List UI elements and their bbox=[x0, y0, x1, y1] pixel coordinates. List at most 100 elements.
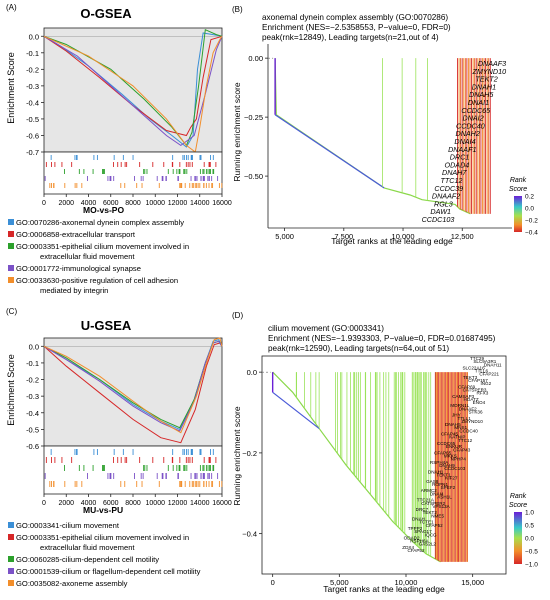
legend-tick-label: 1.0 bbox=[525, 510, 534, 517]
legend-label: GO:0070286-axonemal dynein complex assem… bbox=[16, 218, 184, 227]
gene-label: CAMSAP3 bbox=[452, 394, 474, 399]
gene-label: ZMYND10 bbox=[461, 419, 483, 424]
gene-label: CFAP221 bbox=[479, 372, 499, 377]
running-score-line bbox=[272, 371, 441, 563]
subtitle-line-1: axonemal dynein complex assembly (GO:007… bbox=[262, 13, 448, 22]
y-tick-label: 0.0 bbox=[247, 368, 257, 377]
gene-label: MKKS bbox=[444, 454, 457, 459]
x-tick-label: 14000 bbox=[190, 500, 210, 507]
x-tick-label: 4000 bbox=[81, 200, 97, 207]
y-tick-label: −0.25 bbox=[244, 113, 263, 122]
y-tick-label: -0.2 bbox=[26, 65, 39, 74]
gene-label: TTC21A bbox=[417, 498, 435, 503]
x-tick-label: 5,000 bbox=[330, 578, 349, 587]
gene-label: TEKT2 bbox=[423, 510, 438, 515]
x-tick-label: 8000 bbox=[125, 500, 141, 507]
gene-label: KIF27 bbox=[445, 476, 458, 481]
legend-swatch bbox=[8, 580, 14, 586]
legend-tick-label: −1.0 bbox=[525, 562, 538, 569]
running-score-line bbox=[274, 114, 385, 189]
gene-label: TTC12 bbox=[458, 438, 472, 443]
x-tick-label: 12000 bbox=[168, 200, 188, 207]
gene-label: CCDC40 bbox=[459, 428, 478, 433]
legend-swatch bbox=[8, 231, 14, 237]
gene-label: CCDC39 bbox=[434, 184, 463, 193]
gene-label: CFAP52 bbox=[407, 548, 425, 553]
y-tick-label: -0.6 bbox=[26, 131, 39, 140]
gene-label: ODAD2 bbox=[404, 535, 420, 540]
subtitle-line-1: cilium movement (GO:0003341) bbox=[268, 324, 384, 333]
subtitle-line-2: Enrichment (NES=−2.5358553, P−value=0, F… bbox=[262, 23, 451, 32]
series-line-4 bbox=[43, 340, 223, 432]
legend-tick-label: 0.5 bbox=[525, 523, 534, 530]
panel-b: (B) axonemal dynein complex assembly (GO… bbox=[232, 5, 538, 246]
legend-swatch bbox=[8, 277, 14, 283]
panel-label-c: (C) bbox=[6, 307, 17, 316]
gene-label: HOATZ bbox=[463, 397, 478, 402]
legend-swatch bbox=[8, 522, 14, 528]
gene-label: TCTE1 bbox=[419, 520, 434, 525]
legend-swatch bbox=[8, 534, 14, 540]
series-line-5 bbox=[43, 337, 223, 434]
y-tick-label: −0.2 bbox=[242, 449, 257, 458]
gene-label: TTLL6 bbox=[475, 369, 489, 374]
legend-label: mediated by integrin bbox=[40, 286, 108, 295]
subtitle-line-3: peak(rnk=12849), Leading targets(n=21,ou… bbox=[262, 33, 439, 42]
x-tick-label: 6000 bbox=[103, 200, 119, 207]
x-tick-label: 16000 bbox=[212, 500, 232, 507]
gene-label: SLC9A3R1 bbox=[473, 359, 496, 364]
gene-label: DNAI1 bbox=[468, 98, 489, 107]
legend-tick-label: 0.0 bbox=[525, 206, 534, 213]
y-tick-label: -0.1 bbox=[26, 49, 39, 58]
gene-label: JHY bbox=[452, 413, 461, 418]
legend-swatch bbox=[8, 556, 14, 562]
legend-swatch bbox=[8, 243, 14, 249]
series-line-2 bbox=[43, 35, 223, 137]
y-axis-label: Running enrichment score bbox=[232, 82, 242, 181]
gene-label: MORN1L bbox=[450, 403, 470, 408]
gene-label: CFAP43 bbox=[453, 447, 471, 452]
x-axis-label: Target ranks at the leading edge bbox=[323, 584, 445, 594]
legend-title: Score bbox=[509, 502, 527, 509]
gene-label: TPPP2 bbox=[408, 526, 423, 531]
gene-label: DNAH bbox=[412, 517, 425, 522]
y-tick-label: -0.6 bbox=[26, 442, 39, 451]
x-tick-label: 2000 bbox=[58, 200, 74, 207]
legend-tick-label: −0.2 bbox=[525, 218, 538, 225]
legend-tick-label: −0.4 bbox=[525, 230, 538, 237]
gene-label: CCDC103 bbox=[444, 466, 465, 471]
legend-title: Rank bbox=[510, 493, 527, 500]
subtitle-line-3: peak(rnk=12590), Leading targets(n=64,ou… bbox=[268, 344, 449, 353]
gene-label: DNAI2 bbox=[463, 114, 484, 123]
panel-c: (C) U-GSEA Enrichment Score 0.0 -0.1 -0.2 -… bbox=[6, 307, 232, 588]
x-tick-label: 10,000 bbox=[392, 232, 415, 241]
x-tick-label: 14000 bbox=[190, 200, 210, 207]
y-tick-label: −0.50 bbox=[244, 172, 263, 181]
gene-label: DNAAF3 bbox=[478, 59, 506, 68]
y-tick-label: -0.3 bbox=[26, 82, 39, 91]
y-tick-label: -0.5 bbox=[26, 115, 39, 124]
panel-label-a: (A) bbox=[6, 3, 17, 12]
gene-label: ENKUR bbox=[446, 444, 463, 449]
gene-label: TTC29 bbox=[470, 356, 484, 361]
gene-label: DNAAF2 bbox=[432, 192, 460, 201]
legend-label: GO:0003351-epithelial cilium movement in… bbox=[16, 242, 189, 251]
gene-label: IQCG bbox=[425, 532, 437, 537]
series-line-2 bbox=[43, 342, 223, 444]
gene-label: SPAG17 bbox=[414, 529, 432, 534]
gene-label: SPEF2 bbox=[441, 485, 456, 490]
color-scale-bar bbox=[514, 196, 522, 232]
legend-tick-label: −0.5 bbox=[525, 549, 538, 556]
y-axis-label: Enrichment Score bbox=[6, 52, 16, 124]
gene-label: RFX3 bbox=[477, 391, 489, 396]
gene-label: VPS13A bbox=[432, 504, 450, 509]
gene-label: GAS8 bbox=[426, 479, 439, 484]
legend-label: GO:0006858-extracellular transport bbox=[16, 230, 136, 239]
x-tick-label: 12,500 bbox=[451, 232, 474, 241]
gene-label: ZMYND10 bbox=[472, 67, 507, 76]
y-tick-label: 0.0 bbox=[29, 342, 39, 351]
gene-label: TEKT1 bbox=[436, 472, 451, 477]
x-tick-label: 2000 bbox=[58, 500, 74, 507]
legend-label: GO:0001539-cilium or flagellum-dependent… bbox=[16, 567, 201, 576]
